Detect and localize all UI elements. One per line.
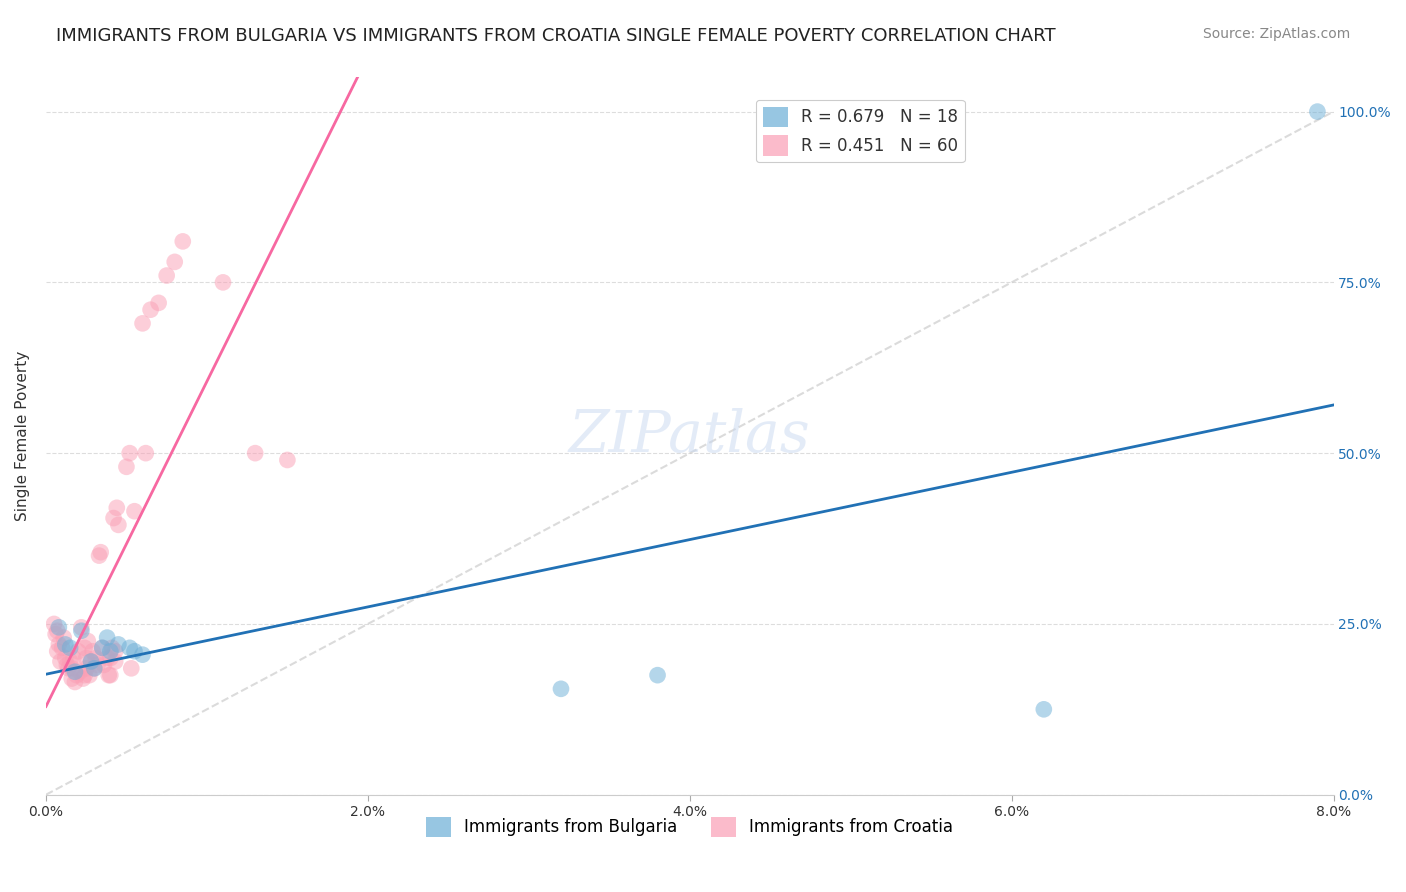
Point: [550, 681, 572, 696]
Point: [135, 446, 157, 460]
Point: [46, 644, 69, 658]
Point: [90, 545, 112, 559]
Point: [103, 511, 125, 525]
Point: [1306, 104, 1329, 119]
Point: [49, 655, 72, 669]
Point: [42, 616, 65, 631]
Point: [107, 637, 129, 651]
Point: [69, 665, 91, 679]
Point: [60, 661, 83, 675]
Point: [73, 640, 96, 655]
Point: [118, 640, 141, 655]
Point: [56, 657, 79, 672]
Point: [124, 504, 146, 518]
Point: [59, 655, 82, 669]
Point: [118, 446, 141, 460]
Point: [163, 255, 186, 269]
Point: [156, 268, 179, 283]
Point: [48, 620, 70, 634]
Point: [87, 549, 110, 563]
Point: [276, 453, 298, 467]
Point: [80, 655, 103, 669]
Point: [83, 661, 105, 675]
Point: [45, 627, 67, 641]
Text: ZIPatlas: ZIPatlas: [569, 408, 811, 465]
Point: [65, 668, 87, 682]
Point: [104, 655, 127, 669]
Point: [98, 644, 121, 658]
Point: [79, 668, 101, 682]
Point: [51, 640, 73, 655]
Point: [75, 651, 97, 665]
Y-axis label: Single Female Poverty: Single Female Poverty: [15, 351, 30, 521]
Point: [75, 661, 97, 675]
Point: [212, 276, 235, 290]
Point: [107, 517, 129, 532]
Point: [62, 651, 84, 665]
Point: [96, 651, 118, 665]
Point: [82, 644, 104, 658]
Point: [172, 235, 194, 249]
Point: [60, 672, 83, 686]
Point: [67, 644, 90, 658]
Point: [70, 620, 93, 634]
Point: [48, 637, 70, 651]
Point: [72, 672, 94, 686]
Point: [104, 644, 127, 658]
Point: [131, 317, 153, 331]
Point: [83, 661, 105, 675]
Point: [86, 657, 108, 672]
Point: [73, 668, 96, 682]
Point: [84, 651, 107, 665]
Point: [76, 634, 98, 648]
Point: [58, 661, 80, 675]
Point: [98, 651, 121, 665]
Point: [70, 624, 93, 638]
Point: [96, 631, 118, 645]
Point: [647, 668, 669, 682]
Point: [97, 668, 120, 682]
Point: [53, 651, 76, 665]
Point: [91, 640, 114, 655]
Point: [98, 668, 121, 682]
Text: IMMIGRANTS FROM BULGARIA VS IMMIGRANTS FROM CROATIA SINGLE FEMALE POVERTY CORREL: IMMIGRANTS FROM BULGARIA VS IMMIGRANTS F…: [56, 27, 1056, 45]
Point: [105, 500, 128, 515]
Point: [124, 644, 146, 658]
Point: [93, 657, 115, 672]
Point: [139, 302, 162, 317]
Point: [91, 640, 114, 655]
Point: [80, 655, 103, 669]
Point: [115, 459, 138, 474]
Text: Source: ZipAtlas.com: Source: ZipAtlas.com: [1202, 27, 1350, 41]
Point: [1032, 702, 1054, 716]
Legend: Immigrants from Bulgaria, Immigrants from Croatia: Immigrants from Bulgaria, Immigrants fro…: [419, 810, 960, 844]
Point: [245, 446, 267, 460]
Point: [63, 675, 86, 690]
Point: [148, 296, 170, 310]
Point: [46, 624, 69, 638]
Point: [131, 648, 153, 662]
Point: [52, 631, 75, 645]
Point: [101, 640, 124, 655]
Point: [120, 661, 142, 675]
Point: [63, 665, 86, 679]
Point: [59, 640, 82, 655]
Point: [53, 637, 76, 651]
